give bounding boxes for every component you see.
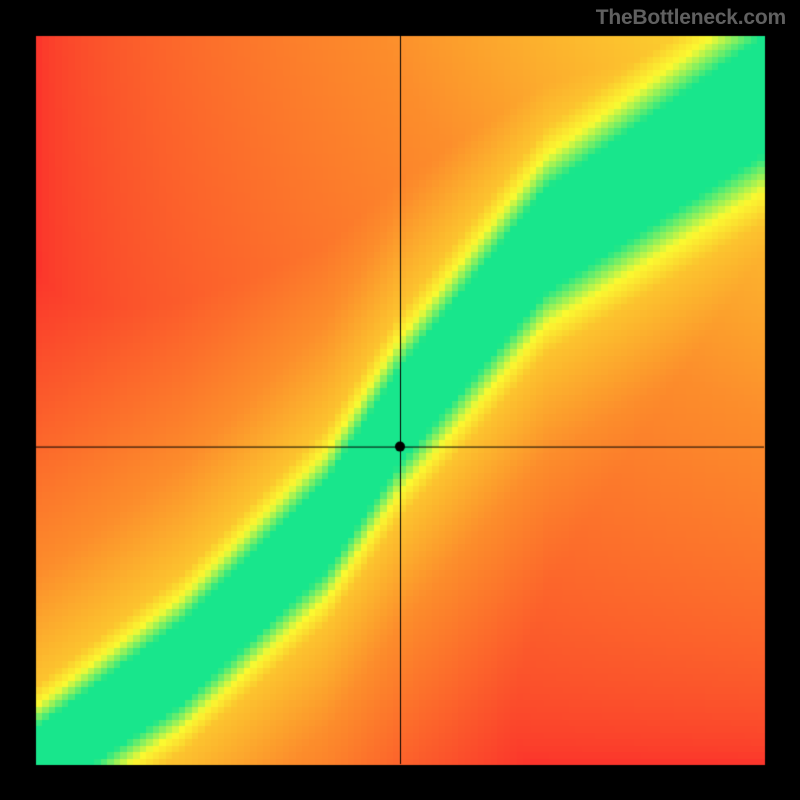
watermark-label: TheBottleneck.com [596,6,786,30]
chart-container: TheBottleneck.com [0,0,800,800]
bottleneck-heatmap [0,0,800,800]
